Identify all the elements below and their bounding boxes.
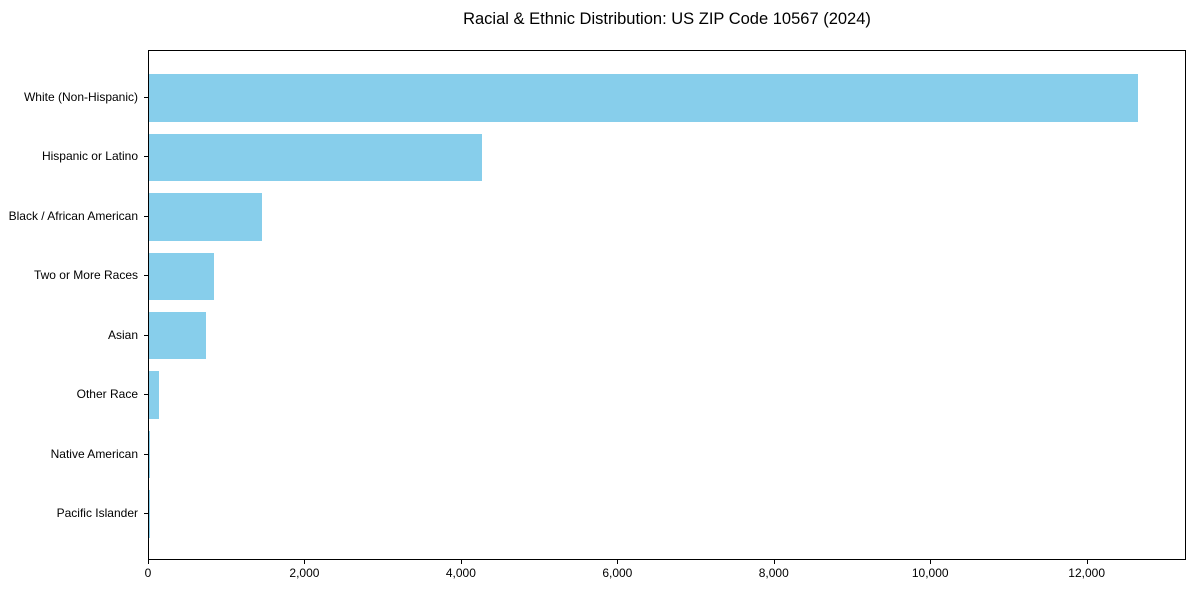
x-tick-mark bbox=[460, 560, 462, 564]
x-tick-label: 4,000 bbox=[445, 566, 476, 580]
x-tick-mark bbox=[617, 560, 619, 564]
y-tick-mark bbox=[144, 453, 148, 455]
y-tick-mark bbox=[144, 96, 148, 98]
y-tick-mark bbox=[144, 275, 148, 277]
bar-white-non-hispanic bbox=[149, 74, 1138, 122]
y-tick-label: Asian bbox=[107, 327, 138, 342]
x-tick-label: 10,000 bbox=[911, 566, 949, 580]
x-tick-mark bbox=[1086, 560, 1088, 564]
bar-hispanic-or-latino bbox=[149, 133, 483, 182]
y-tick-mark bbox=[144, 156, 148, 158]
x-tick-label: 2,000 bbox=[289, 566, 320, 580]
y-tick-label: Hispanic or Latino bbox=[41, 149, 138, 164]
x-tick-mark bbox=[304, 560, 306, 564]
bar-two-or-more-races bbox=[149, 252, 214, 301]
y-tick-label: White (Non-Hispanic) bbox=[23, 89, 138, 104]
y-tick-label: Other Race bbox=[76, 387, 138, 402]
x-tick-mark bbox=[148, 560, 149, 564]
x-tick-label: 0 bbox=[144, 566, 152, 580]
y-tick-mark bbox=[144, 513, 148, 515]
bar-asian bbox=[149, 311, 207, 360]
bar-native-american bbox=[149, 430, 150, 479]
y-tick-label: Pacific Islander bbox=[56, 506, 138, 521]
bar-black-african-american bbox=[149, 193, 263, 241]
x-tick-label: 8,000 bbox=[758, 566, 789, 580]
x-tick-label: 6,000 bbox=[602, 566, 633, 580]
x-tick-label: 12,000 bbox=[1068, 566, 1105, 580]
chart-title: Racial & Ethnic Distribution: US ZIP Cod… bbox=[463, 10, 871, 28]
y-tick-mark bbox=[144, 215, 148, 217]
x-tick-mark bbox=[930, 560, 932, 564]
y-tick-label: Native American bbox=[50, 446, 138, 461]
x-tick-mark bbox=[773, 560, 775, 564]
plot-area bbox=[148, 50, 1186, 560]
y-tick-label: Two or More Races bbox=[33, 268, 138, 283]
y-tick-label: Black / African American bbox=[8, 208, 138, 223]
bar-other-race bbox=[149, 371, 159, 419]
y-tick-mark bbox=[144, 334, 148, 336]
y-tick-mark bbox=[144, 394, 148, 396]
